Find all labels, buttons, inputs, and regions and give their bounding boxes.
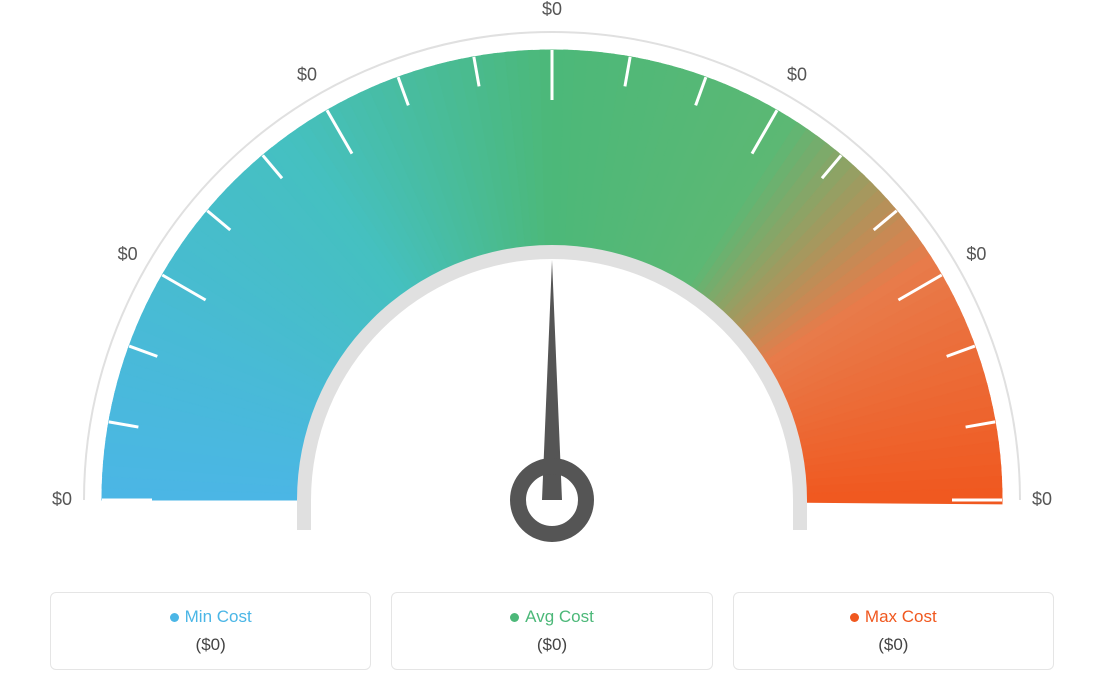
svg-text:$0: $0	[966, 244, 986, 264]
legend-avg-text: Avg Cost	[525, 607, 594, 626]
legend-max-cost: Max Cost ($0)	[733, 592, 1054, 670]
gauge-chart: $0 $0 $0 $0 $0 $0 $0	[0, 0, 1104, 560]
legend-min-value: ($0)	[51, 635, 370, 655]
legend-avg-cost: Avg Cost ($0)	[391, 592, 712, 670]
svg-text:$0: $0	[1032, 489, 1052, 509]
svg-text:$0: $0	[118, 244, 138, 264]
cost-gauge-container: $0 $0 $0 $0 $0 $0 $0 Min Cost ($0) Avg Cost ($…	[0, 0, 1104, 690]
dot-max-icon	[850, 613, 859, 622]
legend-min-cost: Min Cost ($0)	[50, 592, 371, 670]
legend-avg-value: ($0)	[392, 635, 711, 655]
legend-max-text: Max Cost	[865, 607, 937, 626]
svg-text:$0: $0	[52, 489, 72, 509]
svg-text:$0: $0	[542, 0, 562, 19]
legend-min-text: Min Cost	[185, 607, 252, 626]
legend-min-label: Min Cost	[51, 607, 370, 627]
legend-max-value: ($0)	[734, 635, 1053, 655]
legend-max-label: Max Cost	[734, 607, 1053, 627]
legend-row: Min Cost ($0) Avg Cost ($0) Max Cost ($0…	[50, 592, 1054, 670]
svg-text:$0: $0	[297, 64, 317, 84]
dot-avg-icon	[510, 613, 519, 622]
svg-text:$0: $0	[787, 64, 807, 84]
dot-min-icon	[170, 613, 179, 622]
legend-avg-label: Avg Cost	[392, 607, 711, 627]
